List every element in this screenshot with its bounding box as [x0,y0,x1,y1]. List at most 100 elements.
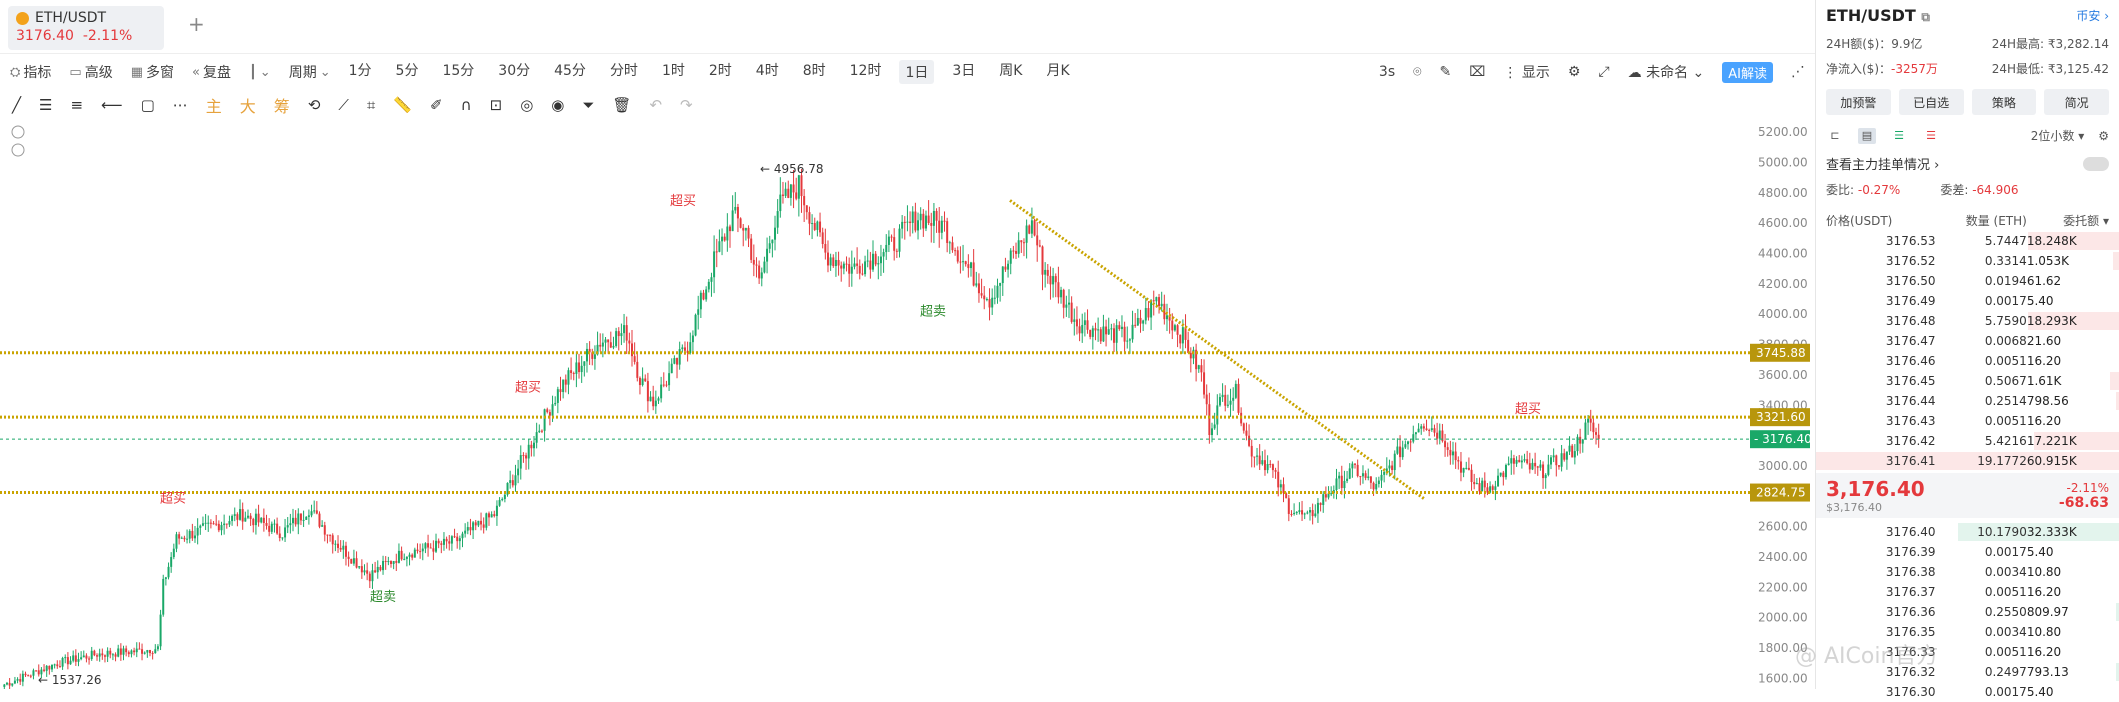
period-3[interactable]: 30分 [498,63,531,79]
measure-icon[interactable]: ⟋ [338,96,349,114]
channel-tool-icon[interactable]: ≡ [70,96,84,114]
period-0[interactable]: 1分 [348,63,372,79]
ruler-icon[interactable]: 📏 [393,96,413,114]
period-1[interactable]: 5分 [395,63,419,79]
chart-area[interactable]: 1600.00 1800.00 2000.00 2200.00 2400.00 2600.… [0,120,1815,689]
period-9[interactable]: 8时 [802,63,826,79]
main-force-toggle[interactable]: 主 [205,97,222,116]
candle-body [1520,460,1523,463]
panel-button-2[interactable]: 策略 [1971,89,2037,115]
crop-icon[interactable]: ⌗ [366,96,376,114]
refresh-rate-button[interactable]: 3s [1378,64,1396,80]
panel-button-1[interactable]: 已自选 [1898,89,1964,115]
bids-row[interactable]: 3176.32 0.2497 793.13 [1816,662,2119,682]
book-settings-icon[interactable]: ⚙ [2098,128,2109,143]
copy-icon[interactable]: ⧉ [1921,10,1930,24]
period-8[interactable]: 4时 [755,63,779,79]
line-tool-icon[interactable]: ╱ [12,96,22,114]
asks-row[interactable]: 3176.48 5.7590 18.293K [1816,311,2119,331]
layout-name-dropdown[interactable]: ☁ 未命名 ⌄ [1627,65,1705,81]
asks-amt: 60.915K [2026,454,2077,468]
main-orders-toggle[interactable] [2083,156,2109,171]
period-11[interactable]: 1日 [899,60,935,84]
bids-row[interactable]: 3176.30 0.0017 5.40 [1816,682,2119,702]
bids-row[interactable]: 3176.39 0.0017 5.40 [1816,542,2119,562]
ray-tool-icon[interactable]: ⟵ [101,96,123,114]
trash-icon[interactable]: 🗑 [612,96,632,114]
settings-icon[interactable]: ⚙ [1567,64,1581,80]
book-mode-icon[interactable]: ⊏ [1830,129,1840,142]
magnet-icon[interactable]: ∩ [460,96,472,114]
period-dropdown[interactable]: 周期 ⌄ [288,64,331,82]
chart-type-button[interactable]: ┃ ⌄ [249,65,271,80]
candlestick-chart[interactable]: 1600.00 1800.00 2000.00 2200.00 2400.00 2600.… [0,120,1815,689]
indicator-button[interactable]: ⛭ 指标 [10,64,52,82]
period-14[interactable]: 月K [1046,63,1070,79]
big-order-toggle[interactable]: 大 [239,97,256,116]
asks-row[interactable]: 3176.45 0.5067 1.61K [1816,371,2119,391]
hline-tool-icon[interactable]: ☰ [39,96,53,114]
dotted-tool-icon[interactable]: ⋯ [172,96,188,114]
period-2[interactable]: 15分 [442,63,475,79]
sync-icon[interactable]: ⟲ [307,96,321,114]
candle-body [178,534,181,539]
fullscreen-icon[interactable]: ⤢ [1598,64,1610,80]
bids-row[interactable]: 3176.38 0.0034 10.80 [1816,562,2119,582]
camera-icon[interactable]: ⌾ [1413,64,1422,80]
asks-row[interactable]: 3176.42 5.4216 17.221K [1816,431,2119,451]
candle-body [795,192,798,199]
candle-body [596,344,599,355]
candle-body [615,331,618,346]
asks-row[interactable]: 3176.44 0.2514 798.56 [1816,391,2119,411]
symbol-tab[interactable]: ETH/USDT 3176.40 -2.11% [8,6,164,50]
exchange-link[interactable]: 币安 › [2076,9,2109,23]
period-10[interactable]: 12时 [849,63,882,79]
asks-row[interactable]: 3176.53 5.7447 18.248K [1816,231,2119,251]
redo-icon[interactable]: ↷ [680,96,693,114]
bids-row[interactable]: 3176.36 0.2550 809.97 [1816,602,2119,622]
replay-button[interactable]: «复盘 [192,64,231,82]
panel-button-3[interactable]: 简况 [2044,89,2109,115]
period-12[interactable]: 3日 [952,63,976,79]
period-5[interactable]: 分时 [609,63,638,79]
pen-icon[interactable]: ✎ [1439,64,1452,80]
advanced-button[interactable]: ▭ 高级 [69,64,113,82]
period-13[interactable]: 周K [999,63,1023,79]
book-header-amount[interactable]: 委托额 ▾ [2063,214,2109,228]
book-bids-icon[interactable]: ☰ [1894,129,1904,142]
asks-row[interactable]: 3176.41 19.1772 60.915K [1816,451,2119,471]
multi-window-button[interactable]: ▦ 多窗 [130,64,174,82]
asks-row[interactable]: 3176.43 0.0051 16.20 [1816,411,2119,431]
period-4[interactable]: 45分 [554,63,586,79]
asks-row[interactable]: 3176.47 0.0068 21.60 [1816,331,2119,351]
main-orders-row[interactable]: 查看主力挂单情况 › [1816,144,2119,173]
asks-row[interactable]: 3176.52 0.3314 1.053K [1816,251,2119,271]
chip-toggle[interactable]: 筹 [273,97,290,116]
hide-icon[interactable]: ◎ [520,96,534,114]
lock-icon[interactable]: ⊡ [489,96,503,114]
precision-dropdown[interactable]: 2位小数 ▾ [2030,129,2085,143]
undo-icon[interactable]: ↶ [649,96,663,114]
asks-row[interactable]: 3176.46 0.0051 16.20 [1816,351,2119,371]
asks-row[interactable]: 3176.49 0.0017 5.40 [1816,291,2119,311]
share-icon[interactable]: ⋰ [1791,64,1805,80]
asks-row[interactable]: 3176.50 0.0194 61.62 [1816,271,2119,291]
add-tab-button[interactable]: + [188,12,205,36]
bids-row[interactable]: 3176.33 0.0051 16.20 [1816,642,2119,662]
brush-icon[interactable]: ✐ [430,96,443,114]
panel-button-0[interactable]: 加预警 [1826,89,1891,115]
bids-row[interactable]: 3176.37 0.0051 16.20 [1816,582,2119,602]
bids-row[interactable]: 3176.40 10.1790 32.333K [1816,522,2119,542]
ai-interpret-button[interactable]: AI解读 [1722,61,1773,83]
book-both-icon[interactable]: ▤ [1858,127,1876,144]
eye-icon[interactable]: ◉ [551,96,565,114]
bids-row[interactable]: 3176.35 0.0034 10.80 [1816,622,2119,642]
period-6[interactable]: 1时 [661,63,685,79]
book-asks-icon[interactable]: ☰ [1926,129,1936,142]
layout-icon[interactable]: ⌧ [1469,64,1486,80]
period-7[interactable]: 2时 [708,63,732,79]
candle-body [903,221,906,223]
filter-icon[interactable]: ⏷ [582,96,595,114]
rect-tool-icon[interactable]: ▢ [140,96,155,114]
display-button[interactable]: ⋮ 显示 [1503,65,1550,81]
